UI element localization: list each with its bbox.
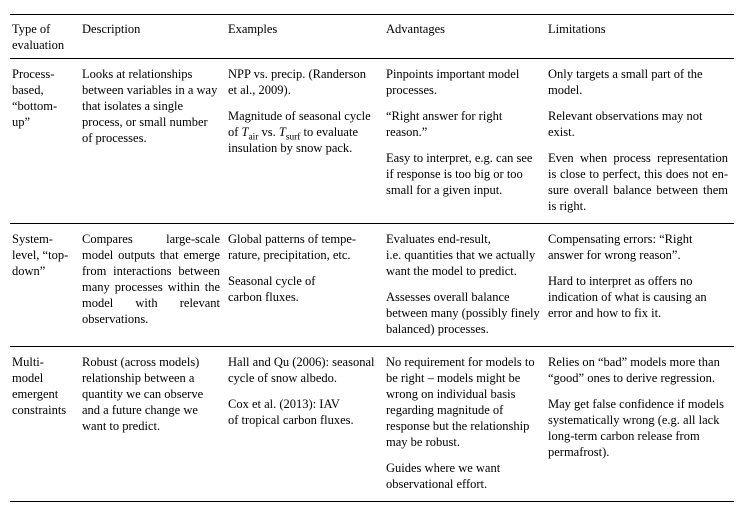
evaluation-types-table-container: Type of evaluation Description Examples … xyxy=(0,0,744,512)
cell-type: Process-based, “bottom-up” xyxy=(10,59,80,224)
cell-description: Compares large-scale model outputs that … xyxy=(80,224,226,347)
cell-limitations: Only targets a small part of the model.R… xyxy=(546,59,734,224)
cell-type: System-level, “top-down” xyxy=(10,224,80,347)
table-row: Multi-model emergent con­straintsRobust … xyxy=(10,347,734,502)
cell-limitations: Relies on “bad” models more than “good” … xyxy=(546,347,734,502)
cell-limitations: Compensating errors: “Right answer for w… xyxy=(546,224,734,347)
evaluation-types-table: Type of evaluation Description Examples … xyxy=(10,14,734,502)
col-header-advantages: Advantages xyxy=(384,15,546,59)
col-header-description: Description xyxy=(80,15,226,59)
cell-examples: Global patterns of tempe­rature, precipi… xyxy=(226,224,384,347)
col-header-limitations: Limitations xyxy=(546,15,734,59)
cell-description: Looks at rela­tionships between variable… xyxy=(80,59,226,224)
cell-type: Multi-model emergent con­straints xyxy=(10,347,80,502)
col-header-type: Type of evaluation xyxy=(10,15,80,59)
col-header-examples: Examples xyxy=(226,15,384,59)
cell-description: Robust (across mo­dels) relationship be­… xyxy=(80,347,226,502)
cell-advantages: No requirement for models to be right – … xyxy=(384,347,546,502)
table-body: Process-based, “bottom-up”Looks at rela­… xyxy=(10,59,734,502)
table-header: Type of evaluation Description Examples … xyxy=(10,15,734,59)
cell-advantages: Pinpoints important model processes.“Rig… xyxy=(384,59,546,224)
cell-examples: NPP vs. precip. (Randerson et al., 2009)… xyxy=(226,59,384,224)
cell-advantages: Evaluates end-result, i.e. quantities th… xyxy=(384,224,546,347)
cell-examples: Hall and Qu (2006): sea­sonal cycle of s… xyxy=(226,347,384,502)
table-row: Process-based, “bottom-up”Looks at rela­… xyxy=(10,59,734,224)
table-row: System-level, “top-down”Compares large-s… xyxy=(10,224,734,347)
